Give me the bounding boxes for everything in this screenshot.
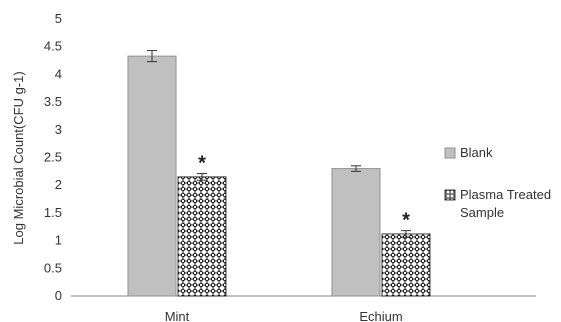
bar-blank <box>331 168 381 297</box>
annotations-layer: ** <box>198 153 410 232</box>
error-bars-layer <box>147 50 411 238</box>
y-tick-label: 1 <box>55 233 62 248</box>
y-tick-label: 0.5 <box>44 260 62 275</box>
legend: Blank Plasma Treated Sample <box>444 145 551 220</box>
y-tick-label: 4 <box>55 66 62 81</box>
y-tick-label: 4.5 <box>44 39 62 54</box>
y-tick-label: 0 <box>55 288 62 303</box>
y-tick-label: 3.5 <box>44 94 62 109</box>
significance-asterisk: * <box>198 153 206 175</box>
x-category-label: Mint <box>165 309 190 322</box>
y-tick-label: 1.5 <box>44 205 62 220</box>
y-axis-ticks: 0 0.5 1 1.5 2 2.5 3 3.5 4 4.5 5 <box>44 11 62 303</box>
y-tick-label: 2 <box>55 177 62 192</box>
legend-label-blank: Blank <box>460 145 493 160</box>
legend-swatch-plasma <box>444 189 456 201</box>
y-tick-label: 3 <box>55 122 62 137</box>
bars-layer <box>127 55 431 297</box>
significance-asterisk: * <box>402 210 410 232</box>
legend-label-plasma-line-2: Sample <box>460 205 504 220</box>
category-labels-layer: Mint Echium <box>165 309 403 322</box>
x-category-label: Echium <box>359 309 402 322</box>
y-axis-title: Log Microbial Count(CFU g-1) <box>11 71 26 244</box>
bar-plasma-treated <box>177 176 227 297</box>
legend-swatch-blank <box>444 147 456 159</box>
y-tick-label: 5 <box>55 11 62 26</box>
y-tick-label: 2.5 <box>44 150 62 165</box>
bar-blank <box>127 55 177 297</box>
legend-label-plasma-line-1: Plasma Treated <box>460 187 551 202</box>
bar-plasma-treated <box>381 233 431 297</box>
